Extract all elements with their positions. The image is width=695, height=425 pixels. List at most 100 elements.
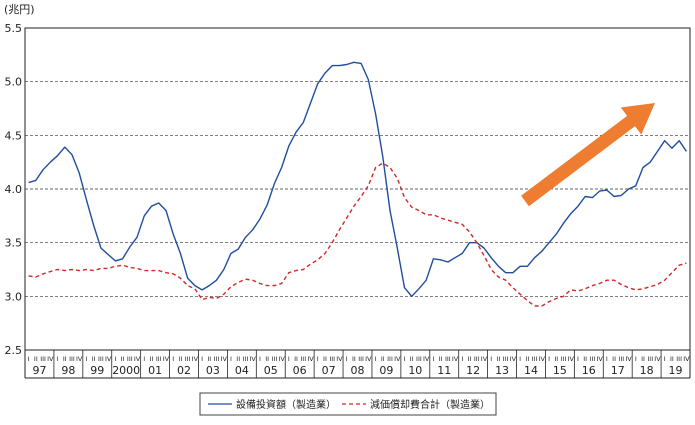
year-tick-label: 01 <box>148 364 162 377</box>
quarter-tick-label: IV <box>365 355 372 363</box>
quarter-tick-label: I <box>548 355 550 363</box>
quarter-tick-label: IV <box>683 355 690 363</box>
quarter-tick-label: II <box>525 355 529 363</box>
quarter-tick-label: I <box>346 355 348 363</box>
year-tick-label: 16 <box>582 364 596 377</box>
quarter-tick-label: I <box>28 355 30 363</box>
y-tick-label: 3.5 <box>5 237 23 250</box>
quarter-tick-label: IV <box>539 355 546 363</box>
quarter-tick-label: III <box>156 355 162 363</box>
year-tick-label: 07 <box>322 364 336 377</box>
legend: 設備投資額（製造業） 減価償却費合計（製造業） <box>199 392 497 416</box>
quarter-tick-label: I <box>577 355 579 363</box>
year-tick-label: 13 <box>495 364 509 377</box>
quarter-tick-label: I <box>259 355 261 363</box>
year-tick-label: 12 <box>466 364 480 377</box>
quarter-tick-label: I <box>288 355 290 363</box>
year-tick-label: 04 <box>235 364 249 377</box>
quarter-tick-label: III <box>561 355 567 363</box>
quarter-tick-label: III <box>300 355 306 363</box>
y-tick-label: 4.5 <box>5 129 23 142</box>
quarter-tick-label: II <box>178 355 182 363</box>
quarter-tick-label: IV <box>221 355 228 363</box>
quarter-tick-label: II <box>150 355 154 363</box>
year-tick-label: 19 <box>669 364 683 377</box>
quarter-tick-label: II <box>670 355 674 363</box>
gridlines <box>25 81 690 297</box>
quarter-tick-label: I <box>201 355 203 363</box>
quarter-tick-label: III <box>618 355 624 363</box>
series-line-depreciation <box>28 162 687 307</box>
quarter-tick-label: II <box>323 355 327 363</box>
quarter-tick-label: II <box>265 355 269 363</box>
quarter-tick-label: I <box>635 355 637 363</box>
quarter-tick-label: II <box>583 355 587 363</box>
trend-arrow-annotation <box>521 103 655 207</box>
quarter-tick-label: IV <box>510 355 517 363</box>
quarter-tick-label: II <box>641 355 645 363</box>
quarter-tick-label: I <box>375 355 377 363</box>
quarter-tick-label: IV <box>163 355 170 363</box>
quarter-tick-label: II <box>468 355 472 363</box>
quarter-tick-label: I <box>432 355 434 363</box>
quarter-tick-label: III <box>98 355 104 363</box>
year-tick-label: 03 <box>206 364 220 377</box>
year-tick-label: 02 <box>177 364 191 377</box>
y-tick-label: 3.0 <box>5 290 23 303</box>
quarter-tick-label: II <box>34 355 38 363</box>
quarter-tick-label: IV <box>307 355 314 363</box>
quarter-tick-label: IV <box>336 355 343 363</box>
year-tick-label: 06 <box>293 364 307 377</box>
quarter-tick-label: I <box>85 355 87 363</box>
series-lines <box>28 61 687 307</box>
quarter-tick-label: I <box>664 355 666 363</box>
quarter-tick-label: II <box>63 355 67 363</box>
quarter-tick-label: III <box>590 355 596 363</box>
y-axis-unit-label: (兆円) <box>4 3 35 16</box>
quarter-tick-label: I <box>230 355 232 363</box>
y-tick-label: 4.0 <box>5 183 23 196</box>
quarter-tick-label: III <box>387 355 393 363</box>
year-tick-label: 11 <box>437 364 451 377</box>
quarter-tick-label: II <box>554 355 558 363</box>
quarter-tick-label: III <box>214 355 220 363</box>
quarter-tick-label: III <box>532 355 538 363</box>
quarter-tick-label: IV <box>423 355 430 363</box>
quarter-tick-label: I <box>172 355 174 363</box>
year-tick-label: 98 <box>61 364 75 377</box>
legend-box <box>199 392 497 416</box>
quarter-tick-label: III <box>127 355 133 363</box>
plot-frame <box>24 27 691 351</box>
quarter-tick-label: I <box>317 355 319 363</box>
quarter-tick-label: II <box>207 355 211 363</box>
year-tick-label: 2000 <box>112 364 140 377</box>
legend-label-depreciation: 減価償却費合計（製造業） <box>370 398 490 411</box>
year-tick-label: 97 <box>32 364 46 377</box>
quarter-tick-label: III <box>358 355 364 363</box>
year-tick-label: 15 <box>553 364 567 377</box>
quarter-tick-label: IV <box>192 355 199 363</box>
series-line-capex <box>28 61 687 297</box>
year-tick-label: 08 <box>351 364 365 377</box>
year-tick-label: 09 <box>379 364 393 377</box>
year-tick-label: 18 <box>640 364 654 377</box>
quarter-tick-label: II <box>381 355 385 363</box>
y-tick-label: 5.5 <box>5 22 23 35</box>
quarter-tick-label: IV <box>250 355 257 363</box>
quarter-tick-label: II <box>352 355 356 363</box>
quarter-tick-label: III <box>647 355 653 363</box>
quarter-tick-label: II <box>497 355 501 363</box>
quarter-tick-label: I <box>461 355 463 363</box>
quarter-tick-label: III <box>243 355 249 363</box>
y-tick-label: 2.5 <box>5 344 23 357</box>
quarter-tick-label: I <box>404 355 406 363</box>
axes <box>24 27 691 379</box>
quarter-tick-label: IV <box>278 355 285 363</box>
quarter-tick-label: II <box>410 355 414 363</box>
quarter-tick-label: II <box>439 355 443 363</box>
year-tick-label: 99 <box>90 364 104 377</box>
quarter-tick-label: I <box>143 355 145 363</box>
quarter-tick-label: IV <box>452 355 459 363</box>
